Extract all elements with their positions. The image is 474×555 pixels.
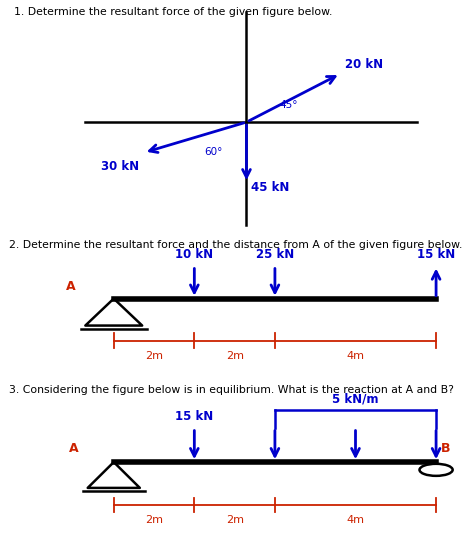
Text: 15 kN: 15 kN <box>417 248 455 261</box>
Text: 4m: 4m <box>346 351 365 361</box>
Text: 20 kN: 20 kN <box>345 58 383 71</box>
Text: 2m: 2m <box>226 351 244 361</box>
Text: B: B <box>441 442 450 455</box>
Text: 3. Considering the figure below is in equilibrium. What is the reaction at A and: 3. Considering the figure below is in eq… <box>9 385 455 395</box>
Text: A: A <box>66 280 76 292</box>
Text: 15 kN: 15 kN <box>175 410 213 422</box>
Text: 45°: 45° <box>280 100 298 110</box>
Text: 45 kN: 45 kN <box>251 181 290 194</box>
Text: 4m: 4m <box>346 516 365 526</box>
Text: 10 kN: 10 kN <box>175 248 213 261</box>
Text: 25 kN: 25 kN <box>256 248 294 261</box>
Text: 2m: 2m <box>145 516 163 526</box>
Text: 5 kN/m: 5 kN/m <box>332 392 379 405</box>
Text: 1. Determine the resultant force of the given figure below.: 1. Determine the resultant force of the … <box>14 7 333 17</box>
Text: 2m: 2m <box>145 351 163 361</box>
Text: A: A <box>69 442 78 455</box>
Text: 2m: 2m <box>226 516 244 526</box>
Text: 30 kN: 30 kN <box>101 160 139 173</box>
Text: 60°: 60° <box>204 147 222 157</box>
Text: 2. Determine the resultant force and the distance from A of the given figure bel: 2. Determine the resultant force and the… <box>9 240 463 250</box>
